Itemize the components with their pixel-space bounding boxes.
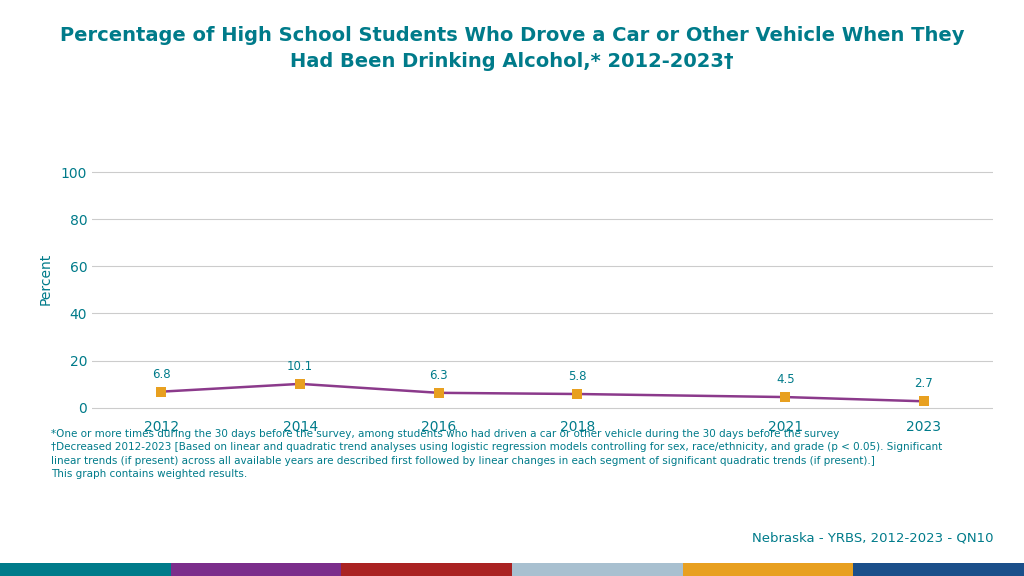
Text: Percentage of High School Students Who Drove a Car or Other Vehicle When They: Percentage of High School Students Who D… [59,26,965,45]
Point [569,389,586,399]
Text: 6.3: 6.3 [429,369,449,382]
Point [154,387,170,396]
Point [292,379,308,388]
Point [430,388,446,397]
Text: 2.7: 2.7 [914,377,933,390]
Point [915,397,932,406]
Point [777,392,794,401]
Text: 4.5: 4.5 [776,373,795,386]
Text: Nebraska - YRBS, 2012-2023 - QN10: Nebraska - YRBS, 2012-2023 - QN10 [752,531,993,544]
Y-axis label: Percent: Percent [39,253,52,305]
Text: 6.8: 6.8 [153,367,171,381]
Text: Had Been Drinking Alcohol,* 2012-2023†: Had Been Drinking Alcohol,* 2012-2023† [290,52,734,71]
Text: 10.1: 10.1 [287,360,313,373]
Text: *One or more times during the 30 days before the survey, among students who had : *One or more times during the 30 days be… [51,429,942,479]
Text: 5.8: 5.8 [568,370,587,383]
